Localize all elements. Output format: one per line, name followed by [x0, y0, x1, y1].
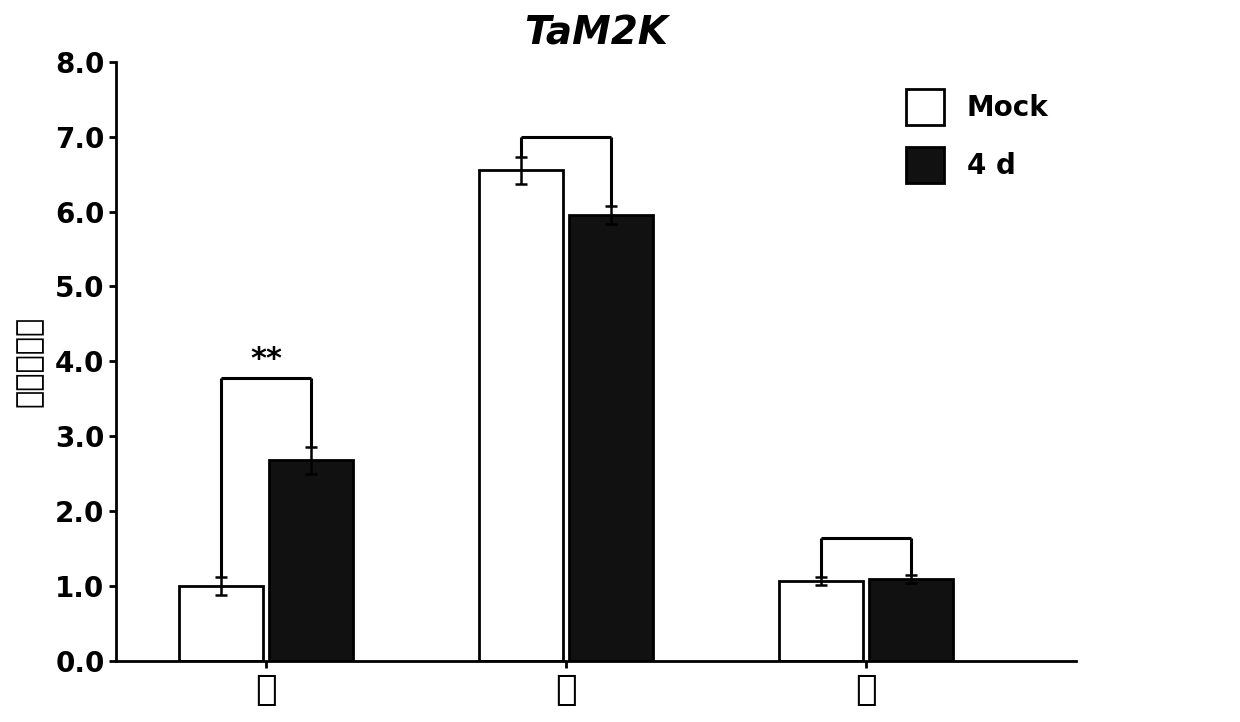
- Text: **: **: [250, 345, 283, 374]
- Bar: [569, 215, 653, 661]
- Title: TaM2K: TaM2K: [525, 15, 668, 53]
- Y-axis label: 相对表达量: 相对表达量: [15, 316, 43, 407]
- Legend: Mock, 4 d: Mock, 4 d: [892, 76, 1063, 197]
- Bar: [869, 579, 954, 661]
- Bar: [180, 586, 263, 661]
- Bar: [779, 581, 863, 661]
- Bar: [480, 170, 563, 661]
- Bar: [269, 461, 353, 661]
